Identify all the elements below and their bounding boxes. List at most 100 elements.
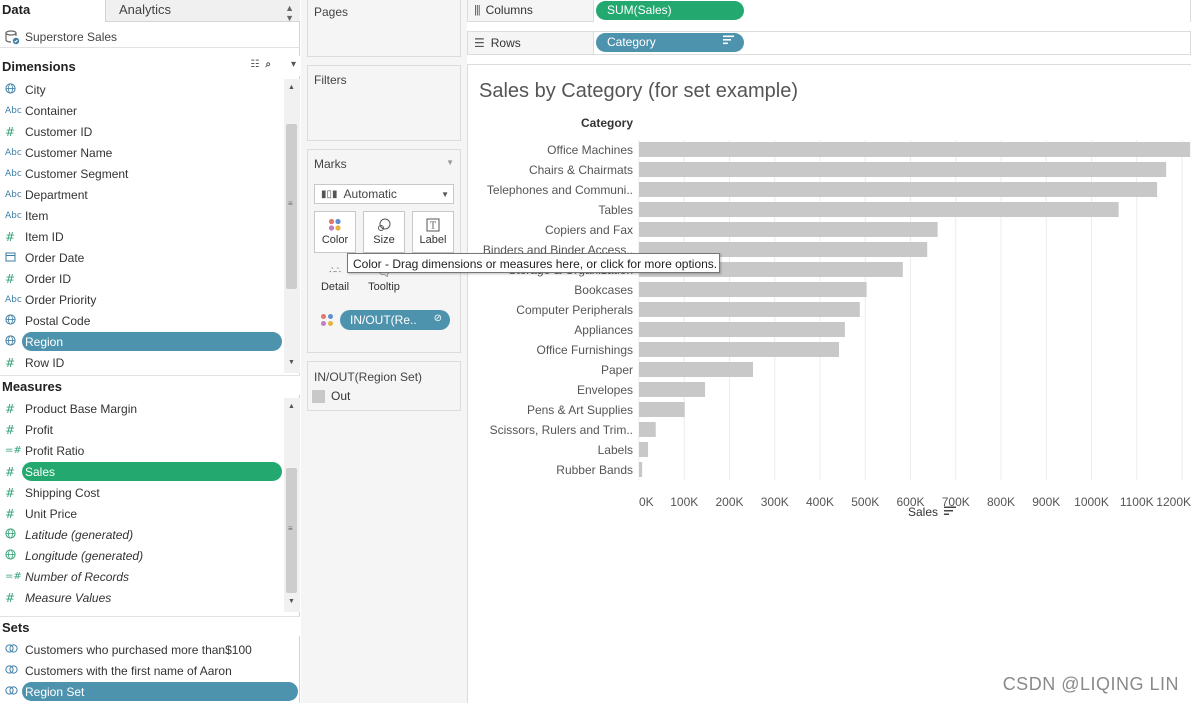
columns-label: Columns: [485, 3, 533, 17]
search-icon[interactable]: ⌕: [265, 59, 271, 70]
dimensions-field[interactable]: Postal Code: [0, 310, 284, 331]
category-label[interactable]: Pens & Art Supplies: [527, 403, 633, 417]
measures-field[interactable]: # Shipping Cost: [0, 482, 284, 503]
bar[interactable]: [639, 162, 1167, 177]
rows-drop-zone[interactable]: Category: [593, 32, 1190, 54]
measures-field[interactable]: =# Profit Ratio: [0, 440, 284, 461]
rows-label: Rows: [490, 36, 521, 50]
detail-button[interactable]: ∴∴ Detail: [314, 259, 356, 301]
dimensions-field[interactable]: Order Date: [0, 247, 284, 268]
bar[interactable]: [639, 422, 656, 437]
label-button[interactable]: T Label: [412, 211, 454, 253]
bar[interactable]: [639, 182, 1158, 197]
bar[interactable]: [639, 282, 867, 297]
bar[interactable]: [639, 142, 1191, 157]
measures-field[interactable]: # Profit: [0, 419, 284, 440]
dimensions-field[interactable]: Abc Department: [0, 184, 284, 205]
dimensions-field[interactable]: # Item ID: [0, 226, 284, 247]
category-label[interactable]: Labels: [598, 443, 633, 457]
list-view-icon[interactable]: ☷: [250, 59, 260, 70]
dimensions-field[interactable]: Abc Customer Segment: [0, 163, 284, 184]
bar[interactable]: [639, 322, 845, 337]
dimensions-field[interactable]: # Order ID: [0, 268, 284, 289]
filters-card[interactable]: Filters: [307, 65, 461, 141]
measures-field[interactable]: # Measure Values: [0, 587, 284, 608]
category-label[interactable]: Rubber Bands: [556, 463, 633, 477]
measures-field[interactable]: # Unit Price: [0, 503, 284, 524]
dimensions-scroll-thumb[interactable]: [286, 124, 297, 289]
chevron-down-icon[interactable]: ▾: [290, 59, 296, 70]
columns-shelf: ||| Columns SUM(Sales): [467, 0, 1191, 22]
category-label[interactable]: Bookcases: [574, 283, 633, 297]
dimensions-field[interactable]: Abc Order Priority: [0, 289, 284, 310]
measures-field[interactable]: Latitude (generated): [0, 524, 284, 545]
sum-sales-pill[interactable]: SUM(Sales): [596, 1, 744, 20]
sets-field[interactable]: Region Set: [0, 681, 300, 702]
measures-scroll-thumb[interactable]: [286, 468, 297, 593]
bar[interactable]: [639, 382, 706, 397]
bar[interactable]: [639, 462, 643, 477]
dimensions-field[interactable]: Region: [0, 331, 284, 352]
category-label[interactable]: Scissors, Rulers and Trim..: [490, 423, 633, 437]
bar[interactable]: [639, 362, 754, 377]
bar[interactable]: [639, 442, 649, 457]
color-tooltip: Color - Drag dimensions or measures here…: [347, 253, 720, 273]
globe-icon: [5, 548, 25, 563]
x-axis-title: Sales: [908, 505, 957, 519]
measures-field[interactable]: # Product Base Margin: [0, 398, 284, 419]
category-label[interactable]: Telephones and Communi..: [487, 183, 633, 197]
datasource-row[interactable]: Superstore Sales: [0, 26, 300, 48]
dimensions-field[interactable]: Abc Container: [0, 100, 284, 121]
sets-field[interactable]: Customers with the first name of Aaron: [0, 660, 300, 681]
legend-title: IN/OUT(Region Set): [314, 370, 423, 384]
mark-type-dropdown[interactable]: ▮▯▮ Automatic ▼: [314, 184, 454, 204]
category-label[interactable]: Office Furnishings: [537, 343, 634, 357]
updown-arrows-icon[interactable]: ▲ ▼: [285, 3, 294, 23]
bar-chart: Office Machines Chairs & Chairmats Telepho…: [483, 140, 1191, 509]
bar[interactable]: [639, 402, 685, 417]
scroll-down-icon[interactable]: ▼: [288, 359, 295, 366]
scroll-down-icon[interactable]: ▼: [288, 598, 295, 605]
dimensions-field[interactable]: # Row ID: [0, 352, 284, 373]
chevron-down-icon[interactable]: ▼: [446, 158, 454, 167]
dimensions-scrollbar[interactable]: ▲ ≡ ▼: [284, 79, 300, 373]
category-label[interactable]: Tables: [598, 203, 633, 217]
measures-field[interactable]: # Sales: [0, 461, 284, 482]
bar[interactable]: [639, 302, 860, 317]
category-label[interactable]: Paper: [601, 363, 633, 377]
columns-drop-zone[interactable]: SUM(Sales): [593, 0, 1190, 22]
category-label[interactable]: Envelopes: [577, 383, 633, 397]
inout-region-pill[interactable]: IN/OUT(Re.. ⊘: [340, 310, 450, 330]
dimensions-field[interactable]: City: [0, 79, 284, 100]
sort-descending-icon[interactable]: [723, 34, 734, 48]
category-label[interactable]: Chairs & Chairmats: [529, 163, 633, 177]
size-button[interactable]: Size: [363, 211, 405, 253]
string-type-icon: Abc: [5, 147, 22, 158]
number-type-icon: #: [5, 422, 16, 437]
category-pill[interactable]: Category: [596, 33, 744, 52]
color-button[interactable]: Color: [314, 211, 356, 253]
category-label[interactable]: Copiers and Fax: [545, 223, 633, 237]
category-label[interactable]: Office Machines: [547, 143, 633, 157]
sort-descending-icon[interactable]: [944, 505, 957, 519]
bar[interactable]: [639, 222, 938, 237]
bar[interactable]: [639, 342, 840, 357]
sets-field[interactable]: Customers who purchased more than$100: [0, 639, 300, 660]
measures-field[interactable]: Longitude (generated): [0, 545, 284, 566]
category-label[interactable]: Computer Peripherals: [516, 303, 633, 317]
pages-card[interactable]: Pages: [307, 0, 461, 57]
dimensions-field[interactable]: Abc Item: [0, 205, 284, 226]
tab-data[interactable]: Data: [0, 0, 105, 22]
category-label[interactable]: Appliances: [574, 323, 633, 337]
bar[interactable]: [639, 202, 1119, 217]
dimensions-field[interactable]: Abc Customer Name: [0, 142, 284, 163]
measures-field[interactable]: =# Number of Records: [0, 566, 284, 587]
x-tick-label: 300K: [761, 495, 789, 509]
dimensions-tools: ☷ ⌕ ▾: [250, 59, 296, 70]
measures-scrollbar[interactable]: ▲ ≡ ▼: [284, 398, 300, 612]
scroll-up-icon[interactable]: ▲: [288, 403, 295, 410]
legend-item-out[interactable]: Out: [308, 384, 460, 403]
dimensions-field[interactable]: # Customer ID: [0, 121, 284, 142]
scroll-up-icon[interactable]: ▲: [288, 84, 295, 91]
tab-analytics[interactable]: Analytics ▲ ▼: [105, 0, 300, 23]
